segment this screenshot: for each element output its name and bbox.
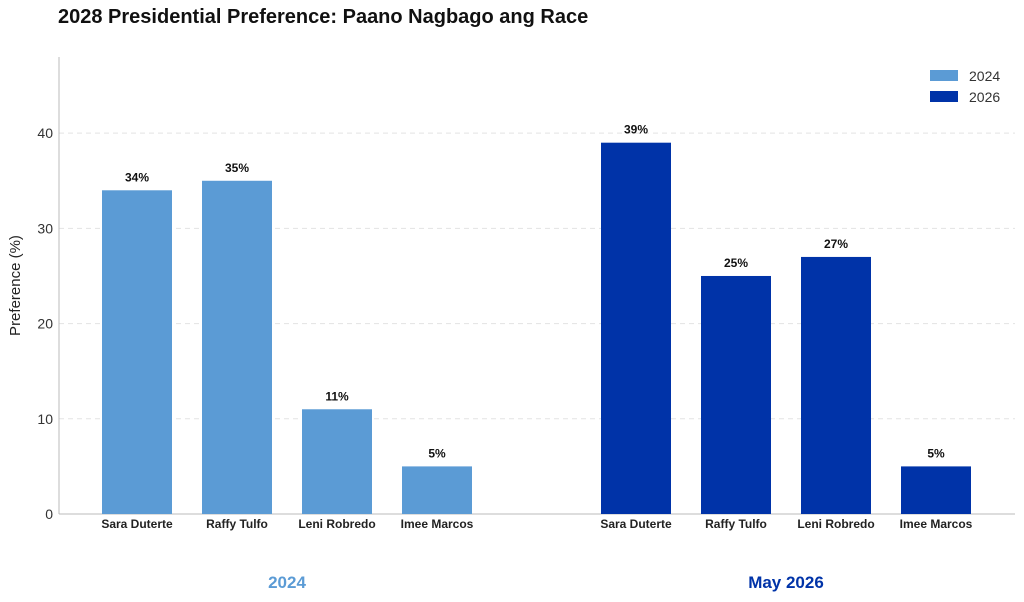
- bar: [601, 142, 671, 514]
- x-tick-label: Sara Duterte: [101, 517, 173, 531]
- group-label: May 2026: [748, 573, 824, 592]
- bar: [402, 466, 472, 514]
- x-tick-label: Raffy Tulfo: [705, 517, 767, 531]
- y-tick-label: 0: [45, 506, 53, 522]
- chart-title: 2028 Presidential Preference: Paano Nagb…: [58, 6, 589, 28]
- data-label: 5%: [428, 446, 446, 460]
- bar: [901, 466, 971, 514]
- data-label: 27%: [824, 237, 848, 251]
- legend-label: 2024: [969, 68, 1000, 84]
- legend-swatch: [930, 70, 958, 81]
- x-tick-label: Leni Robredo: [298, 517, 375, 531]
- data-label: 5%: [927, 446, 945, 460]
- bar: [701, 275, 771, 514]
- bar: [102, 190, 172, 514]
- x-tick-label: Raffy Tulfo: [206, 517, 268, 531]
- bar: [801, 256, 871, 514]
- x-tick-label: Imee Marcos: [900, 517, 973, 531]
- y-tick-label: 10: [37, 411, 53, 427]
- bar: [202, 180, 272, 515]
- y-tick-label: 20: [37, 316, 53, 332]
- bar: [302, 409, 372, 514]
- legend-label: 2026: [969, 89, 1000, 105]
- y-tick-label: 30: [37, 220, 53, 236]
- data-label: 34%: [125, 170, 149, 184]
- data-label: 35%: [225, 161, 249, 175]
- data-label: 11%: [325, 389, 349, 403]
- y-tick-label: 40: [37, 125, 53, 141]
- data-label: 39%: [624, 123, 648, 137]
- data-label: 25%: [724, 256, 748, 270]
- group-label: 2024: [268, 573, 306, 592]
- x-tick-label: Imee Marcos: [401, 517, 474, 531]
- x-tick-label: Leni Robredo: [797, 517, 874, 531]
- legend-swatch: [930, 91, 958, 102]
- y-axis-label: Preference (%): [7, 235, 24, 336]
- x-tick-label: Sara Duterte: [600, 517, 672, 531]
